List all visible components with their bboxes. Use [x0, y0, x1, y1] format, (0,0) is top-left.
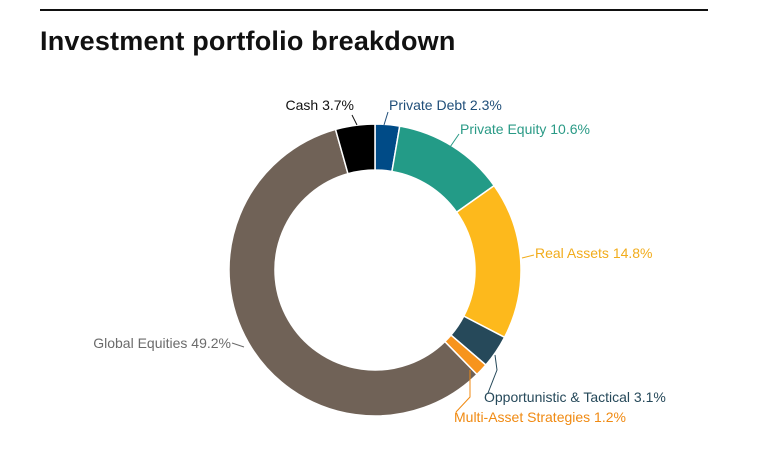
label-multi-asset-strategies: Multi-Asset Strategies 1.2%	[454, 409, 626, 425]
leader-line-global-equities	[231, 342, 245, 348]
label-opportunistic-and-tactical: Opportunistic & Tactical 3.1%	[484, 389, 666, 405]
label-cash: Cash 3.7%	[286, 97, 354, 113]
leader-line-private-equity	[447, 133, 460, 151]
leader-line-opportunistic-and-tactical	[487, 354, 498, 394]
label-private-debt: Private Debt 2.3%	[389, 97, 502, 113]
slice-global-equities	[228, 128, 479, 417]
leader-line-cash	[351, 114, 358, 126]
leader-line-private-debt	[383, 111, 389, 126]
slice-cash	[334, 123, 376, 175]
label-real-assets: Real Assets 14.8%	[535, 245, 653, 261]
label-global-equities: Global Equities 49.2%	[93, 335, 231, 351]
slice-real-assets	[455, 184, 522, 339]
top-rule	[40, 9, 708, 11]
label-private-equity: Private Equity 10.6%	[460, 121, 590, 137]
leader-line-real-assets	[521, 254, 535, 259]
chart-title: Investment portfolio breakdown	[40, 26, 456, 56]
leader-line-multi-asset-strategies	[455, 370, 471, 413]
